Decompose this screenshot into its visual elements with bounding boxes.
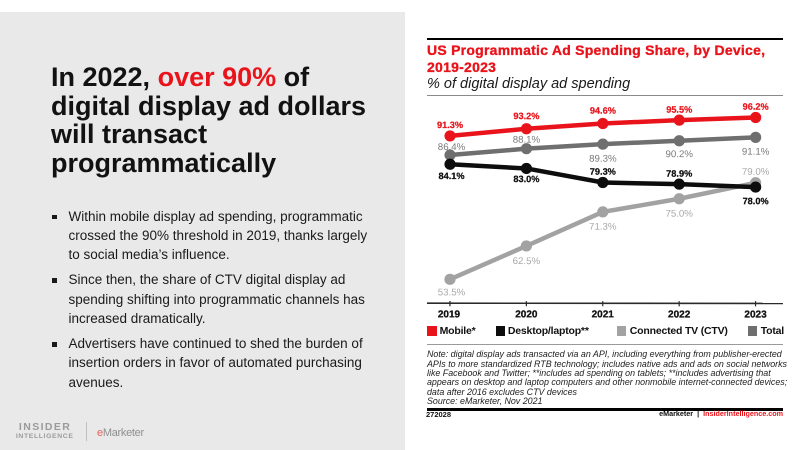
svg-text:75.0%: 75.0% <box>665 209 693 220</box>
svg-text:96.2%: 96.2% <box>743 102 769 112</box>
svg-text:94.6%: 94.6% <box>590 106 616 116</box>
svg-text:2021: 2021 <box>592 309 615 320</box>
svg-text:93.2%: 93.2% <box>513 111 539 121</box>
svg-text:53.5%: 53.5% <box>438 287 466 298</box>
svg-text:90.2%: 90.2% <box>665 149 693 160</box>
svg-text:2023: 2023 <box>744 309 767 320</box>
svg-text:2020: 2020 <box>515 309 538 320</box>
svg-text:79.0%: 79.0% <box>742 167 770 178</box>
svg-text:2022: 2022 <box>668 309 691 320</box>
svg-text:88.1%: 88.1% <box>513 135 541 146</box>
svg-text:95.5%: 95.5% <box>666 105 692 115</box>
svg-text:91.3%: 91.3% <box>437 120 463 130</box>
svg-text:71.3%: 71.3% <box>589 222 617 233</box>
svg-text:91.1%: 91.1% <box>742 147 770 158</box>
svg-text:84.1%: 84.1% <box>438 171 464 181</box>
svg-text:86.4%: 86.4% <box>438 142 466 153</box>
svg-text:62.5%: 62.5% <box>513 256 541 267</box>
svg-text:89.3%: 89.3% <box>589 154 617 165</box>
svg-text:83.0%: 83.0% <box>513 174 539 184</box>
svg-text:78.9%: 78.9% <box>666 169 692 179</box>
svg-text:2019: 2019 <box>438 309 461 320</box>
svg-text:78.0%: 78.0% <box>743 196 769 206</box>
svg-text:79.3%: 79.3% <box>590 167 616 177</box>
